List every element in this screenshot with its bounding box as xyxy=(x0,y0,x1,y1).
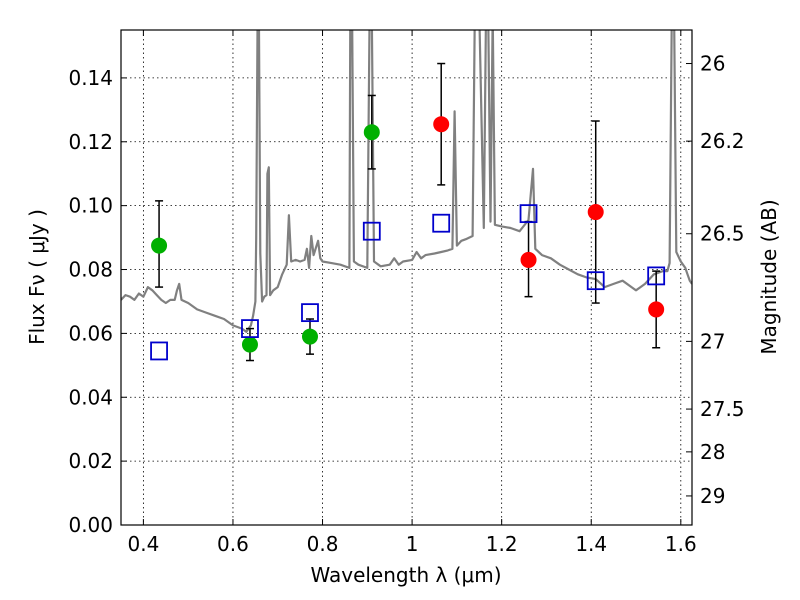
data-point xyxy=(587,204,604,221)
x-tick-label: 1.6 xyxy=(665,532,697,556)
y-axis-ticks: 0.00 0.02 0.04 0.06 0.08 0.10 0.12 0.14 xyxy=(68,66,127,537)
right-tick-label: 26 xyxy=(700,52,725,76)
x-tick-label: 0.4 xyxy=(127,532,159,556)
spectrum-layer xyxy=(121,30,692,333)
y-tick-label: 0.06 xyxy=(68,321,113,345)
data-point xyxy=(520,251,537,268)
right-tick-label: 28 xyxy=(700,440,725,464)
y-tick-label: 0.02 xyxy=(68,449,113,473)
y-axis-label: Flux Fν ( μJy ) xyxy=(25,209,49,345)
data-point xyxy=(648,301,665,318)
right-tick-label: 26.2 xyxy=(700,129,745,153)
data-point xyxy=(363,124,380,141)
x-tick-label: 1.2 xyxy=(486,532,518,556)
model-square xyxy=(519,204,538,224)
x-axis-ticks: 0.4 0.6 0.8 1 1.2 1.4 1.6 xyxy=(127,30,697,556)
x-axis-label: Wavelength λ (μm) xyxy=(310,563,501,587)
x-tick-label: 1.4 xyxy=(575,532,607,556)
y-tick-label: 0.00 xyxy=(68,513,113,537)
model-square xyxy=(362,221,381,241)
right-tick-label: 29 xyxy=(700,484,725,508)
model-square xyxy=(647,266,666,286)
right-axis-label: Magnitude (AB) xyxy=(757,199,781,354)
x-tick-label: 0.8 xyxy=(307,532,339,556)
plot-frame xyxy=(120,29,693,526)
model-square xyxy=(241,319,259,338)
plot-background xyxy=(121,30,692,525)
spectrum-line xyxy=(121,30,692,333)
y-tick-label: 0.08 xyxy=(68,258,113,282)
model-square xyxy=(586,271,605,291)
right-axis-ticks: 26 26.2 26.5 27 27.5 28 29 xyxy=(686,52,745,508)
y-tick-label: 0.12 xyxy=(68,130,113,154)
right-tick-label: 27 xyxy=(700,329,725,353)
x-tick-label: 0.6 xyxy=(217,532,249,556)
model-square xyxy=(150,341,168,361)
data-point xyxy=(151,237,168,254)
data-point xyxy=(241,336,258,353)
data-point xyxy=(301,328,318,345)
model-square xyxy=(301,303,319,323)
y-tick-label: 0.04 xyxy=(68,385,113,409)
x-tick-label: 1 xyxy=(406,532,419,556)
grid-lines xyxy=(121,30,692,526)
right-tick-label: 26.5 xyxy=(700,222,745,246)
data-point xyxy=(433,116,450,133)
model-square xyxy=(432,213,451,233)
data-markers xyxy=(150,62,666,362)
y-tick-label: 0.10 xyxy=(68,194,113,218)
right-tick-label: 27.5 xyxy=(700,397,745,421)
y-tick-label: 0.14 xyxy=(68,66,113,90)
